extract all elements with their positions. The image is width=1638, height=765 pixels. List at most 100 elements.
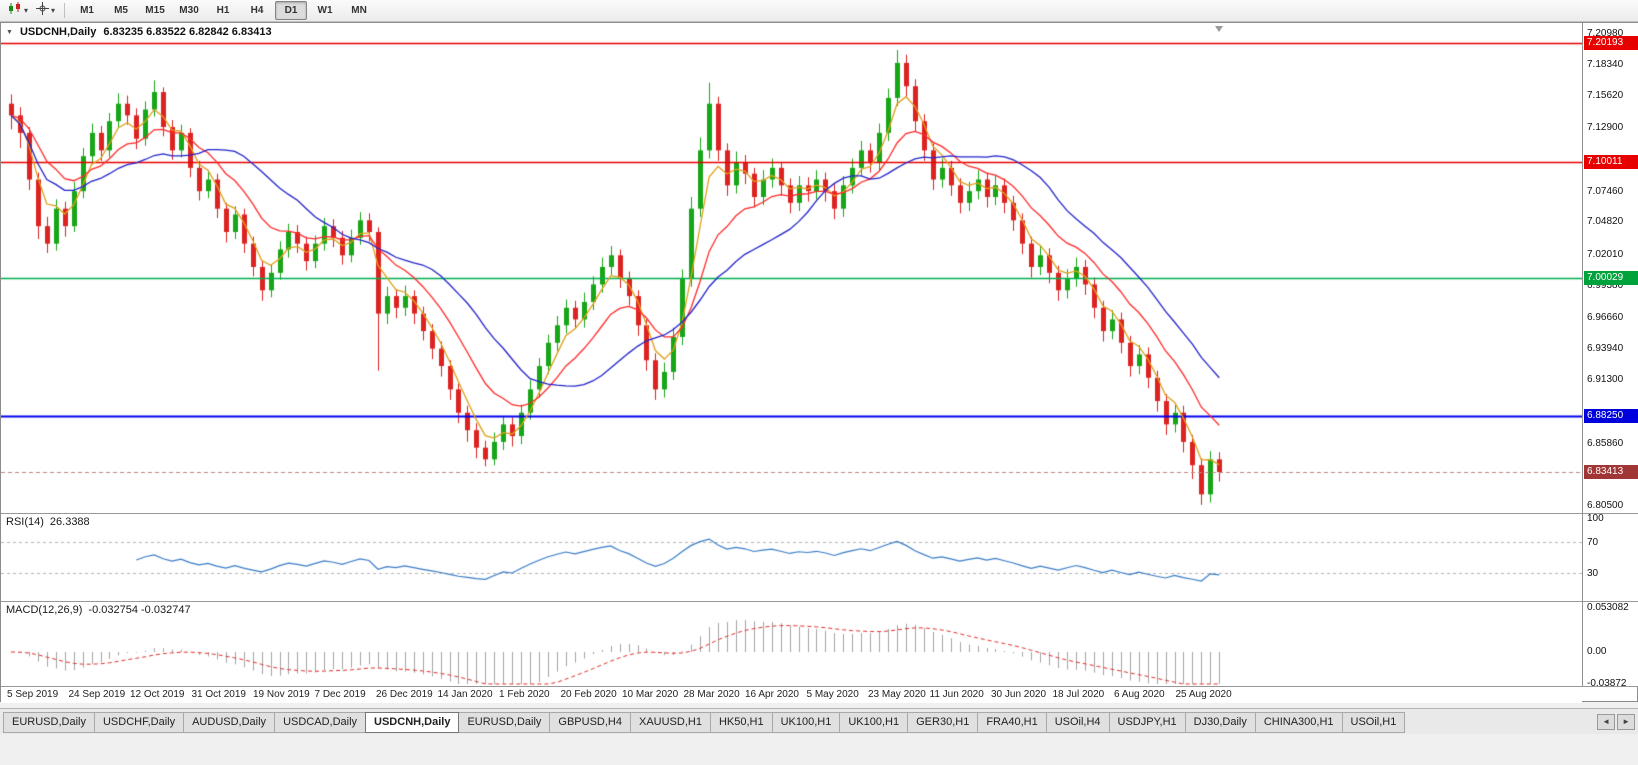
timeframe-group: M1 M5 M15 M30 H1 H4 D1 W1 MN [70,1,376,20]
macd-panel-divider[interactable] [1,601,1638,602]
level-price-badge: 7.20193 [1584,36,1638,51]
tab-uk100-h1[interactable]: UK100,H1 [839,712,909,733]
date-label: 10 Mar 2020 [622,689,679,700]
price-tick: 7.02010 [1587,249,1624,261]
rsi-panel-divider[interactable] [1,513,1638,514]
date-label: 26 Dec 2019 [376,689,433,700]
date-label: 7 Dec 2019 [314,689,366,700]
chart-title: ▼ USDCNH,Daily 6.83235 6.83522 6.82842 6… [6,26,272,38]
macd-axis-label: 0.053082 [1587,602,1629,614]
date-label: 1 Feb 2020 [499,689,550,700]
price-tick: 6.80500 [1587,500,1624,511]
timeframe-button-m5[interactable]: M5 [114,5,128,16]
crosshair-button[interactable]: ▾ [32,1,59,21]
date-label: 31 Oct 2019 [191,689,246,700]
price-scale[interactable]: 7.209807.183407.156207.129007.101707.074… [1582,23,1638,689]
tab-dj30-daily[interactable]: DJ30,Daily [1184,712,1256,733]
price-tick: 7.15620 [1587,90,1624,102]
price-tick: 7.20980 [1587,28,1624,39]
tab-usoil-h1[interactable]: USOil,H1 [1341,712,1406,733]
tab-usdcnh-daily[interactable]: USDCNH,Daily [365,712,460,733]
rsi-value: 26.3388 [49,516,90,528]
level-price-badge: 7.00029 [1584,271,1638,286]
date-axis[interactable]: 5 Sep 2019 24 Sep 2019 12 Oct 2019 31 Oct 2… [1,687,1582,703]
tab-usdcad-daily[interactable]: USDCAD,Daily [274,712,367,733]
date-label: 20 Feb 2020 [560,689,617,700]
macd-axis-label: -0.03872 [1587,678,1627,689]
date-label: 11 Jun 2020 [929,689,984,700]
tab-xauusd-h1[interactable]: XAUUSD,H1 [629,712,711,733]
price-tick: 6.93940 [1587,343,1624,355]
date-label: 16 Apr 2020 [745,689,799,700]
current-price-badge: 6.83413 [1584,465,1638,480]
chart-canvas[interactable] [1,23,1582,703]
tab-eurusd-daily[interactable]: EURUSD,Daily [458,712,551,733]
date-label: 19 Nov 2019 [253,689,310,700]
timeframe-button-w1[interactable]: W1 [317,5,333,16]
price-tick: 6.96660 [1587,311,1624,323]
timeframe-button-d1[interactable]: D1 [275,1,308,20]
timeframe-button-m1[interactable]: M1 [80,5,94,16]
tab-fra40-h1[interactable]: FRA40,H1 [977,712,1047,733]
chart-type-button[interactable]: ▾ [4,1,32,21]
tab-usdchf-daily[interactable]: USDCHF,Daily [93,712,185,733]
tab-usdjpy-h1[interactable]: USDJPY,H1 [1108,712,1186,733]
tab-usoil-h4[interactable]: USOil,H4 [1045,712,1110,733]
macd-values: -0.032754 -0.032747 [88,604,191,616]
collapse-icon[interactable]: ▼ [6,28,13,36]
crosshair-icon [36,1,50,20]
level-price-badge: 7.10011 [1584,154,1638,169]
toolbar-separator [64,3,66,18]
rsi-label: RSI(14) 26.3388 [6,516,90,528]
date-label: 5 Sep 2019 [7,689,59,700]
tab-china300-h1[interactable]: CHINA300,H1 [1254,712,1343,733]
rsi-axis-label: 70 [1587,536,1599,548]
price-tick: 7.07460 [1587,185,1624,197]
date-label: 25 Aug 2020 [1175,689,1232,700]
date-label: 6 Aug 2020 [1114,689,1165,700]
date-label: 28 Mar 2020 [683,689,740,700]
time-axis-divider [1,686,1638,687]
tab-hk50-h1[interactable]: HK50,H1 [709,712,773,733]
date-label: 23 May 2020 [868,689,926,700]
tab-uk100-h1[interactable]: UK100,H1 [771,712,841,733]
timeframe-button-m15[interactable]: M15 [145,5,165,16]
chevron-down-icon: ▾ [51,6,56,15]
chart-window: ▼ USDCNH,Daily 6.83235 6.83522 6.82842 6… [0,22,1638,703]
tab-eurusd-daily[interactable]: EURUSD,Daily [3,712,95,733]
date-label: 5 May 2020 [806,689,859,700]
date-label: 30 Jun 2020 [991,689,1047,700]
timeframe-button-h4[interactable]: H4 [250,5,264,16]
price-tick: 7.04820 [1587,216,1624,228]
candlestick-chart-icon [8,1,22,20]
toolbar: ▾ ▾ M1 M5 M15 M30 H1 H4 D1 W1 MN [0,0,1638,22]
timeframe-button-h1[interactable]: H1 [216,5,230,16]
price-tick: 6.91300 [1587,374,1624,386]
date-label: 24 Sep 2019 [68,689,126,700]
macd-axis-label: 0.00 [1587,646,1607,657]
tab-ger30-h1[interactable]: GER30,H1 [907,712,979,733]
price-tick: 7.12900 [1587,122,1624,134]
tab-gbpusd-h4[interactable]: GBPUSD,H4 [549,712,631,733]
rsi-axis-label: 30 [1587,568,1599,580]
price-tick: 7.18340 [1587,58,1624,70]
chart-tabs: EURUSD,Daily USDCHF,Daily AUDUSD,Daily USDC… [3,712,1598,733]
price-tick: 6.85860 [1587,437,1624,449]
chevron-down-icon: ▾ [24,6,29,15]
tabs-scroll-right-button[interactable]: ► [1617,714,1635,730]
chart-symbol-period: USDCNH,Daily [19,26,97,38]
price-tick: 6.99380 [1587,279,1624,291]
chart-tabs-bar: EURUSD,Daily USDCHF,Daily AUDUSD,Daily USDC… [0,708,1638,734]
timeframe-button-m30[interactable]: M30 [179,5,199,16]
rsi-axis-label: 100 [1587,513,1604,524]
tab-scroll-arrows: ◄ ► [1597,714,1635,730]
tab-audusd-daily[interactable]: AUDUSD,Daily [183,712,276,733]
date-label: 18 Jul 2020 [1052,689,1105,700]
chart-ohlc-values: 6.83235 6.83522 6.82842 6.83413 [103,26,272,38]
date-label: 12 Oct 2019 [130,689,185,700]
timeframe-button-mn[interactable]: MN [351,5,367,16]
level-price-badge: 6.88250 [1584,408,1638,423]
chart-shift-marker[interactable] [1215,26,1223,32]
tabs-scroll-left-button[interactable]: ◄ [1597,714,1616,730]
